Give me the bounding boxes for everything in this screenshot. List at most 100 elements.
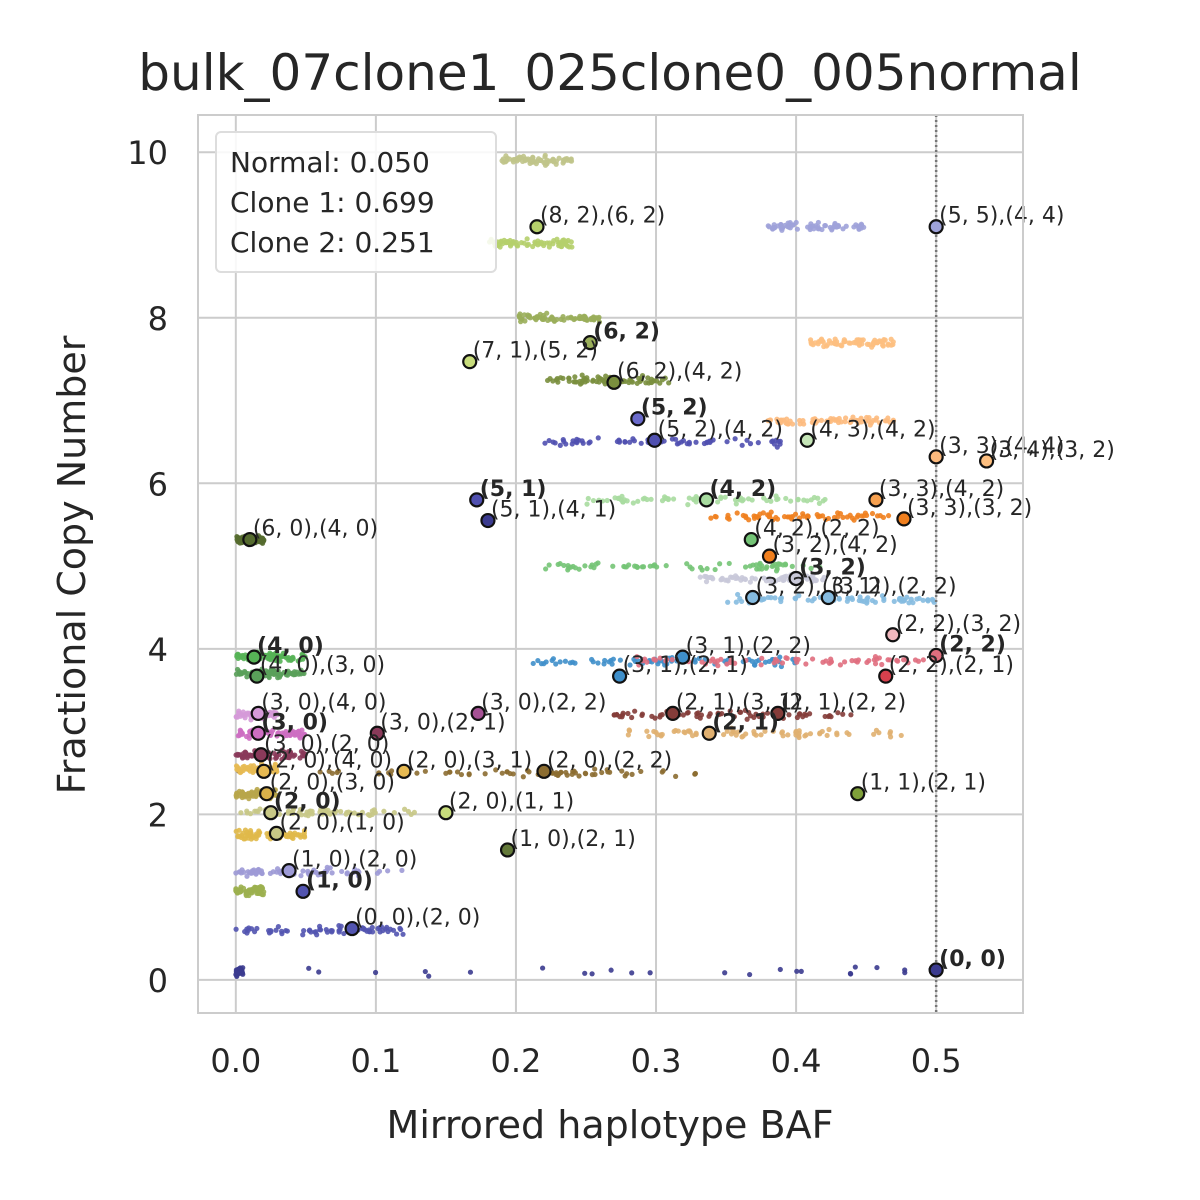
- bin-point: [901, 657, 907, 663]
- x-tick-label: 0.3: [631, 1042, 682, 1080]
- bin-point: [467, 969, 474, 975]
- bin-point: [329, 870, 335, 876]
- bin-point: [789, 421, 796, 427]
- state-marker: (1, 0): [295, 868, 373, 899]
- bin-point: [394, 931, 400, 937]
- bin-point: [808, 221, 814, 227]
- bin-point: [817, 730, 823, 736]
- state-marker: (3, 0),(2, 1): [369, 710, 506, 741]
- bin-point: [824, 418, 830, 424]
- bin-point: [669, 657, 675, 663]
- bin-point: [252, 808, 258, 814]
- bin-point: [722, 494, 728, 500]
- bin-point: [271, 714, 277, 720]
- state-marker: (4, 0): [246, 634, 324, 665]
- state-point: [281, 863, 297, 879]
- bin-point: [557, 442, 563, 448]
- bin-point: [687, 564, 693, 570]
- bin-point: [887, 419, 893, 425]
- state-label: (3, 0),(4, 0): [261, 690, 386, 715]
- bin-point: [593, 378, 600, 385]
- bin-point: [638, 440, 644, 446]
- bin-point: [837, 510, 844, 517]
- bin-point: [832, 220, 838, 227]
- bin-point: [244, 765, 251, 771]
- bin-point: [876, 730, 882, 736]
- bin-point: [744, 716, 750, 722]
- state-label: (1, 0),(2, 1): [511, 827, 636, 852]
- state-label: (6, 2): [593, 320, 660, 345]
- state-point: [770, 705, 786, 721]
- bin-point: [722, 970, 728, 976]
- bin-point: [670, 496, 677, 502]
- bin-point: [920, 657, 926, 663]
- bin-point: [777, 561, 783, 567]
- bin-point: [844, 730, 850, 736]
- bin-point: [880, 343, 886, 349]
- bin-point: [715, 499, 721, 505]
- bin-point: [756, 566, 762, 572]
- state-point: [612, 668, 628, 684]
- bin-point: [282, 832, 289, 838]
- bin-point: [817, 564, 823, 570]
- bin-point: [566, 244, 572, 250]
- bin-point: [772, 595, 778, 601]
- y-tick-label: 6: [148, 465, 168, 503]
- bin-point: [721, 731, 727, 738]
- bin-point: [250, 870, 256, 876]
- state-marker: (3, 4),(3, 2): [978, 438, 1115, 469]
- bin-point: [289, 671, 295, 677]
- bin-point: [621, 378, 627, 384]
- state-label: (2, 1),(2, 2): [781, 690, 906, 715]
- bin-point: [789, 516, 795, 522]
- state-point: [295, 883, 311, 899]
- bin-point: [835, 710, 841, 716]
- bin-point: [632, 708, 638, 714]
- state-label: (1, 0): [306, 868, 373, 893]
- bin-point: [732, 660, 738, 666]
- state-marker: (6, 2): [582, 320, 660, 351]
- bin-point: [680, 437, 687, 444]
- bin-point: [749, 575, 755, 581]
- legend-entry: Clone 2: 0.251: [230, 226, 435, 259]
- state-label: (3, 2): [799, 555, 866, 580]
- bin-point: [566, 565, 572, 571]
- state-label: (5, 2): [641, 396, 708, 421]
- bin-point: [542, 160, 548, 166]
- state-point: [647, 432, 663, 448]
- bin-point: [777, 966, 783, 973]
- bin-point: [872, 661, 879, 667]
- bin-point: [626, 728, 633, 734]
- bin-point: [610, 656, 616, 662]
- bin-point: [592, 771, 598, 778]
- state-point: [253, 747, 269, 763]
- bin-point: [305, 868, 311, 874]
- bin-point: [713, 514, 719, 520]
- cluster-7: [236, 766, 698, 780]
- bin-point: [501, 237, 507, 243]
- bin-point: [317, 769, 323, 775]
- bin-point: [572, 565, 579, 571]
- bin-point: [385, 868, 391, 874]
- bin-clouds: [233, 152, 937, 979]
- bin-point: [572, 660, 578, 666]
- bin-point: [243, 832, 249, 839]
- bin-point: [704, 439, 710, 445]
- state-point: [462, 354, 478, 370]
- y-axis-label: Fractional Copy Number: [50, 335, 94, 794]
- state-point: [259, 786, 275, 802]
- bin-point: [603, 373, 609, 379]
- bin-point: [364, 928, 370, 934]
- bin-point: [610, 563, 616, 569]
- state-point: [675, 649, 691, 665]
- bin-point: [530, 660, 536, 667]
- bin-point: [298, 812, 305, 818]
- bin-point: [707, 658, 713, 664]
- bin-point: [808, 339, 814, 345]
- state-label: (2, 2): [939, 632, 1006, 657]
- bin-point: [338, 808, 344, 815]
- state-point: [743, 531, 759, 548]
- state-marker: (4, 0),(3, 0): [249, 653, 385, 684]
- bin-point: [848, 712, 854, 718]
- bin-point: [242, 928, 248, 935]
